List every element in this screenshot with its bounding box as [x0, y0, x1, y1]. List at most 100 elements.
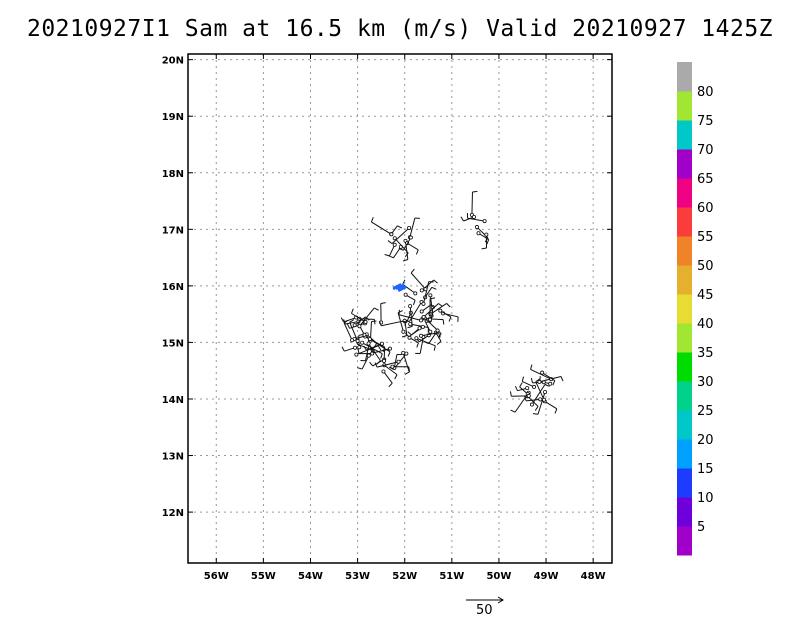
wind-barb	[422, 281, 430, 304]
wind-barb-station	[401, 350, 406, 355]
colorbar-segment	[677, 178, 692, 208]
wind-barb-flag	[374, 307, 379, 311]
wind-barb-station	[354, 352, 359, 357]
wind-barb-flag	[363, 345, 367, 351]
wind-barb-station	[419, 288, 424, 293]
wind-barb-flag	[416, 342, 419, 348]
wind-barb	[525, 398, 541, 402]
wind-barb-flag	[510, 409, 516, 413]
wind-barb-station	[476, 231, 481, 236]
wind-barb-station	[367, 337, 372, 342]
colorbar-segment	[677, 439, 692, 469]
wind-barb-flag	[397, 225, 403, 229]
wind-barb-flag	[402, 279, 406, 285]
wind-barb-station	[380, 341, 385, 346]
wind-barb-flag	[370, 217, 374, 223]
colorbar-segment	[677, 62, 692, 92]
colorbar-segment	[677, 381, 692, 411]
wind-barb-flag	[530, 377, 533, 383]
tick-label-lon: 48W	[581, 571, 606, 582]
wind-barb-flag	[481, 247, 487, 250]
map-title: 20210927I1 Sam at 16.5 km (m/s) Valid 20…	[26, 16, 774, 42]
wind-barb-station	[474, 225, 479, 230]
wind-barb-flag	[438, 332, 441, 338]
tick-label-lat: 15N	[162, 338, 184, 349]
wind-barb-station	[435, 328, 440, 333]
wind-barb	[371, 221, 392, 235]
colorbar-label: 10	[697, 491, 714, 506]
wind-barb-station	[526, 393, 531, 398]
wind-barb	[351, 312, 366, 323]
wind-barb-flag	[387, 240, 393, 245]
wind-barb-flag	[402, 259, 408, 262]
colorbar-label: 5	[697, 520, 705, 535]
tick-label-lon: 55W	[251, 571, 276, 582]
wind-barb-flag	[408, 366, 411, 372]
tick-label-lat: 17N	[162, 225, 184, 236]
wind-barb-flag	[371, 320, 377, 323]
wind-barb-flag	[380, 302, 386, 305]
wind-barb-flag	[552, 380, 556, 386]
wind-barb-station	[482, 219, 487, 224]
colorbar-label: 30	[697, 375, 714, 390]
tick-label-lon: 51W	[439, 571, 464, 582]
latitude-ticks: 12N 13N 14N 15N 16N 17N 18N 19N 20N	[162, 56, 612, 519]
wind-barb-station	[417, 326, 422, 331]
tick-label-lat: 12N	[162, 508, 184, 519]
wind-barb-station	[355, 338, 360, 343]
wind-barb-station	[401, 329, 406, 334]
wind-barb-flag	[433, 279, 438, 284]
wind-barb-flag	[380, 353, 383, 359]
wind-barb-station	[542, 397, 547, 402]
colorbar-segment	[677, 526, 692, 556]
wind-barb-flag	[433, 345, 436, 351]
wind-barb-station	[428, 293, 433, 298]
wind-barb	[424, 287, 433, 298]
wind-barb-flag	[398, 248, 404, 251]
wind-barb	[410, 323, 429, 329]
wind-barb-station	[532, 384, 537, 389]
wind-barb-flag	[438, 303, 443, 307]
wind-barb-station	[543, 390, 548, 395]
wind-barb	[349, 322, 359, 342]
wind-barb-station	[484, 232, 489, 237]
wind-barb-flag	[554, 408, 558, 414]
wind-barb-flag	[373, 319, 376, 325]
wind-barb-station	[350, 338, 355, 343]
wind-barb	[406, 242, 419, 251]
wind-barbs	[340, 190, 564, 415]
wind-barb	[537, 391, 546, 415]
wind-barb-flag	[509, 391, 512, 397]
wind-barb-flag	[346, 323, 351, 329]
wind-barb-station	[418, 318, 423, 323]
wind-barb	[530, 368, 552, 380]
tick-label-lat: 18N	[162, 169, 184, 180]
wind-barb-station	[352, 323, 357, 328]
wind-barb-flag	[341, 346, 345, 352]
wind-barb	[354, 316, 366, 326]
reference-vector-label: 50	[476, 603, 493, 618]
wind-barb-flag	[519, 382, 523, 388]
wind-barb-station	[421, 315, 426, 320]
wind-barb-station	[428, 329, 433, 334]
colorbar-segment	[677, 294, 692, 324]
colorbar-segment	[677, 352, 692, 382]
wind-barb-station	[366, 353, 371, 358]
wind-barb-highlight	[397, 286, 407, 293]
wind-barb	[343, 322, 353, 341]
colorbar-segment	[677, 265, 692, 295]
wind-barb	[361, 355, 370, 370]
wind-barb-station	[408, 322, 413, 327]
wind-barb-station	[366, 341, 371, 346]
wind-barb-station	[360, 340, 365, 345]
wind-barb-station	[363, 320, 368, 325]
wind-barb	[376, 361, 399, 368]
wind-barb	[428, 330, 438, 344]
wind-barb-station	[538, 397, 543, 402]
wind-barb	[544, 400, 558, 410]
wind-barb-flag	[384, 348, 390, 351]
wind-barb	[522, 380, 535, 388]
wind-barb	[424, 320, 431, 332]
wind-barb-flag	[358, 333, 364, 336]
